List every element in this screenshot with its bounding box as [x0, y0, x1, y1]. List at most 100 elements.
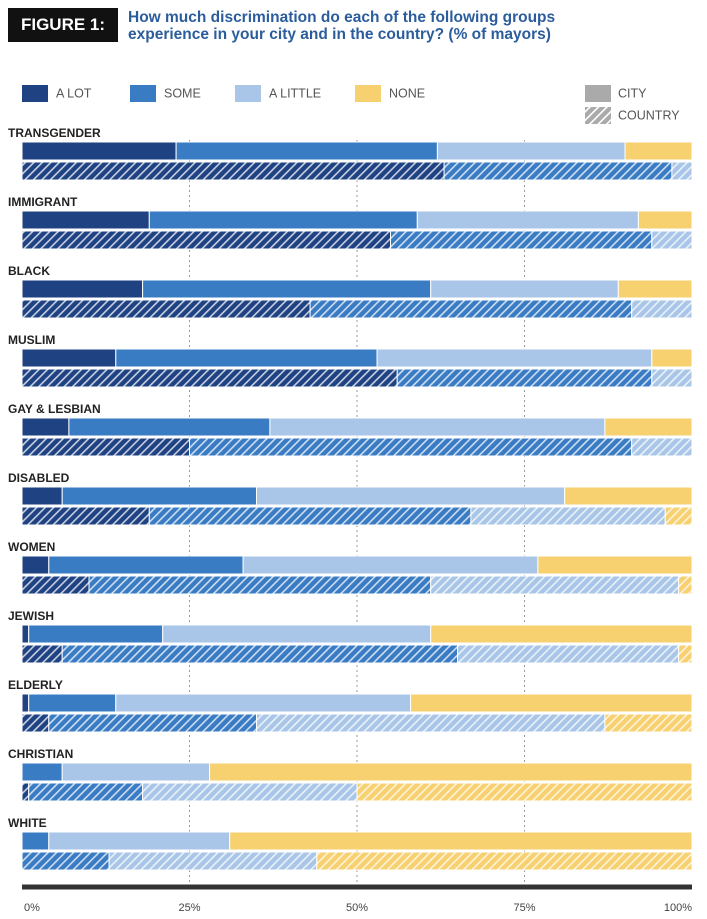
bar-segment: [28, 693, 117, 713]
bar-segment: [48, 555, 244, 575]
legend-label: SOME: [164, 86, 201, 100]
hatch: [22, 162, 445, 180]
legend-swatch: [585, 107, 611, 124]
bar-segment: [21, 486, 63, 506]
chart-title: How much discrimination do each of the f…: [128, 9, 556, 43]
category-label: BLACK: [8, 264, 50, 278]
hatch: [678, 645, 692, 663]
hatch: [142, 783, 357, 801]
hatch: [48, 714, 257, 732]
hatch: [651, 369, 692, 387]
bar-segment: [21, 210, 150, 230]
bar-segment: [21, 348, 117, 368]
category-label: IMMIGRANT: [8, 195, 78, 209]
category-label: MUSLIM: [8, 333, 55, 347]
bar-segment: [242, 555, 539, 575]
bar-segment: [430, 624, 693, 644]
figure-label: FIGURE 1:: [8, 8, 118, 42]
x-tick-label: 25%: [178, 902, 200, 914]
category-label: CHRISTIAN: [8, 747, 73, 761]
bar-segment: [162, 624, 432, 644]
bar-segment: [617, 279, 693, 299]
bar-segment: [21, 279, 144, 299]
bar-segment: [430, 279, 619, 299]
category-label: TRANSGENDER: [8, 126, 101, 140]
bar-segment: [376, 348, 653, 368]
hatch: [430, 576, 679, 594]
bar-segment: [21, 555, 50, 575]
bar-segment: [209, 762, 693, 782]
bar-segment: [416, 210, 639, 230]
hatch: [390, 231, 652, 249]
bar-segment: [61, 762, 211, 782]
legend-swatch: [130, 85, 156, 102]
bar-segment: [537, 555, 693, 575]
category-label: WHITE: [8, 816, 47, 830]
bar-segment: [637, 210, 693, 230]
bar-segment: [21, 417, 70, 437]
hatch: [22, 231, 391, 249]
hatch: [357, 783, 692, 801]
bar-segment: [269, 417, 606, 437]
category-label: JEWISH: [8, 609, 54, 623]
hatch: [316, 852, 692, 870]
bar-segment: [21, 693, 30, 713]
hatch: [22, 783, 29, 801]
hatch: [149, 507, 471, 525]
x-tick-label: 50%: [346, 902, 368, 914]
bar-segment: [115, 693, 412, 713]
hatch: [665, 507, 692, 525]
hatch: [651, 231, 692, 249]
hatch: [22, 438, 190, 456]
bar-segment: [436, 141, 626, 161]
category-label: GAY & LESBIAN: [8, 402, 101, 416]
hatch: [678, 576, 692, 594]
bar-segment: [175, 141, 438, 161]
hatch: [470, 507, 666, 525]
hatch: [62, 645, 458, 663]
hatch: [22, 645, 63, 663]
bar-segment: [256, 486, 566, 506]
bar-segment: [142, 279, 432, 299]
bar-segment: [21, 762, 63, 782]
bar-segment: [61, 486, 258, 506]
legend-swatch: [585, 85, 611, 102]
bar-segment: [624, 141, 693, 161]
bar-segment: [28, 624, 164, 644]
legend-label: NONE: [389, 86, 425, 100]
x-tick-label: 0%: [24, 902, 40, 914]
hatch: [22, 714, 49, 732]
bar-segment: [148, 210, 418, 230]
bar-segment: [21, 831, 50, 851]
category-label: DISABLED: [8, 471, 70, 485]
x-tick-label: 75%: [513, 902, 535, 914]
legend-label: A LITTLE: [269, 86, 321, 100]
hatch: [457, 645, 679, 663]
bar-segment: [229, 831, 693, 851]
legend-swatch: [22, 85, 48, 102]
hatch: [397, 369, 652, 387]
hatch: [22, 300, 311, 318]
hatch: [28, 783, 143, 801]
bar-segment: [564, 486, 693, 506]
bar-segment: [604, 417, 693, 437]
x-tick-label: 100%: [664, 902, 692, 914]
hatch: [22, 369, 398, 387]
legend-swatch: [355, 85, 381, 102]
category-label: ELDERLY: [8, 678, 63, 692]
hatch: [89, 576, 431, 594]
bar-segment: [21, 141, 177, 161]
hatch: [631, 300, 692, 318]
bar-segment: [410, 693, 693, 713]
legend-swatch: [235, 85, 261, 102]
hatch: [671, 162, 692, 180]
bar-segment: [48, 831, 231, 851]
legend-label: A LOT: [56, 86, 92, 100]
hatch: [444, 162, 672, 180]
bar-segment: [651, 348, 693, 368]
hatch: [310, 300, 632, 318]
legend-label: COUNTRY: [618, 108, 680, 122]
hatch: [604, 714, 692, 732]
hatch: [22, 576, 89, 594]
